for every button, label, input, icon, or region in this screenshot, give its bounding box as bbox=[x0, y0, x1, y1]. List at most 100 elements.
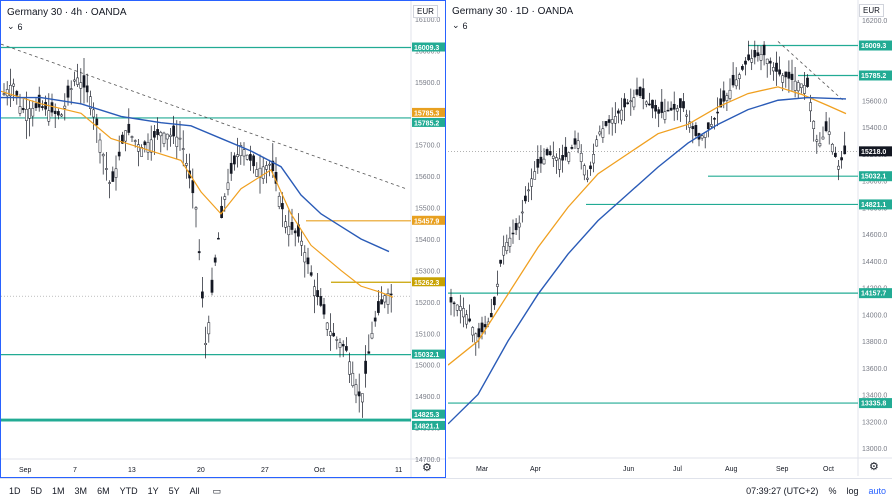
right-currency-label[interactable]: EUR bbox=[859, 4, 884, 17]
candle bbox=[679, 98, 682, 108]
candle bbox=[373, 317, 377, 322]
candle bbox=[803, 85, 806, 94]
candle bbox=[781, 75, 785, 83]
candle bbox=[545, 149, 549, 156]
candle bbox=[69, 88, 73, 90]
timeframe-6m[interactable]: 6M bbox=[97, 486, 110, 496]
candle bbox=[9, 85, 12, 97]
calendar-icon[interactable]: ▭ bbox=[212, 485, 222, 496]
candle bbox=[101, 154, 105, 157]
candle bbox=[536, 159, 540, 168]
candle bbox=[824, 121, 828, 132]
price-tick-label: 15300.0 bbox=[415, 268, 440, 275]
clock[interactable]: 07:39:27 (UTC+2) bbox=[746, 486, 819, 496]
candle bbox=[316, 290, 319, 298]
candle bbox=[474, 333, 478, 343]
timeframe-5y[interactable]: 5Y bbox=[168, 486, 180, 496]
candle bbox=[162, 132, 166, 144]
candle bbox=[34, 103, 38, 109]
candle bbox=[114, 168, 118, 178]
candle bbox=[245, 154, 249, 160]
candle bbox=[268, 163, 271, 166]
candle bbox=[89, 96, 92, 109]
timeframe-1y[interactable]: 1Y bbox=[147, 486, 159, 496]
log-toggle[interactable]: log bbox=[846, 486, 859, 496]
candle bbox=[508, 237, 512, 247]
auto-toggle[interactable]: auto bbox=[868, 486, 886, 496]
candle bbox=[239, 145, 243, 156]
candle bbox=[617, 110, 620, 114]
candle bbox=[53, 110, 57, 114]
candle bbox=[558, 158, 561, 170]
candle bbox=[471, 327, 475, 336]
candle bbox=[252, 155, 255, 167]
candle bbox=[834, 152, 837, 157]
candle bbox=[60, 114, 63, 117]
timeframe-1m[interactable]: 1M bbox=[52, 486, 65, 496]
right-chart-panel[interactable]: 16200.016000.015800.015600.015400.015200… bbox=[448, 0, 892, 478]
candle bbox=[542, 158, 546, 165]
candle bbox=[815, 139, 819, 142]
ma-blue-line bbox=[448, 96, 847, 425]
candle bbox=[300, 240, 303, 246]
candle bbox=[669, 107, 673, 111]
timeframe-all[interactable]: All bbox=[189, 486, 200, 496]
left-currency-label[interactable]: EUR bbox=[413, 5, 438, 18]
candle bbox=[691, 126, 695, 130]
candle bbox=[175, 136, 179, 147]
percent-toggle[interactable]: % bbox=[828, 486, 837, 496]
candle bbox=[258, 167, 262, 178]
price-tick-label: 15900.0 bbox=[415, 80, 440, 87]
timeframe-1d[interactable]: 1D bbox=[9, 486, 21, 496]
price-tick-label: 14900.0 bbox=[415, 394, 440, 401]
candle bbox=[520, 211, 524, 214]
candle bbox=[734, 79, 738, 87]
timeframe-3m[interactable]: 3M bbox=[74, 486, 88, 496]
candle bbox=[462, 308, 465, 318]
candle bbox=[57, 111, 60, 116]
candle bbox=[793, 80, 797, 91]
timeframe-ytd[interactable]: YTD bbox=[119, 486, 138, 496]
price-label-box bbox=[412, 117, 445, 127]
candle bbox=[255, 169, 259, 177]
candle bbox=[489, 313, 493, 318]
gear-icon[interactable]: ⚙ bbox=[422, 462, 432, 474]
left-chart-panel[interactable]: 16100.016000.015900.015800.015700.015600… bbox=[0, 0, 446, 478]
candle bbox=[762, 44, 766, 56]
price-tick-label: 13000.0 bbox=[862, 446, 887, 453]
candle bbox=[741, 66, 744, 70]
candle bbox=[682, 101, 685, 109]
candle bbox=[530, 178, 533, 187]
candle bbox=[37, 94, 41, 108]
price-label-box bbox=[859, 288, 892, 299]
timeframe-5d[interactable]: 5D bbox=[30, 486, 43, 496]
candle bbox=[592, 154, 595, 164]
left-chart-canvas[interactable]: 16100.016000.015900.015800.015700.015600… bbox=[1, 1, 445, 477]
time-tick-label: 7 bbox=[73, 467, 77, 474]
candle bbox=[654, 105, 657, 112]
time-tick-label: Oct bbox=[823, 466, 834, 473]
candle bbox=[731, 74, 735, 86]
candle bbox=[458, 306, 462, 311]
price-tick-label: 13600.0 bbox=[862, 366, 887, 373]
candle bbox=[73, 79, 76, 82]
candle bbox=[303, 252, 307, 263]
right-chart-canvas[interactable]: 16200.016000.015800.015600.015400.015200… bbox=[448, 0, 892, 476]
candle bbox=[517, 222, 521, 228]
candle bbox=[223, 196, 227, 200]
price-tick-label: 15000.0 bbox=[415, 363, 440, 370]
right-indicators-toggle[interactable]: ⌄ 6 bbox=[452, 20, 468, 31]
price-label-text: 15457.9 bbox=[414, 218, 439, 225]
candle bbox=[181, 148, 185, 150]
candle bbox=[137, 144, 140, 152]
price-tick-label: 15100.0 bbox=[415, 331, 440, 338]
candle bbox=[722, 90, 726, 102]
candle bbox=[319, 296, 323, 306]
candle bbox=[635, 89, 639, 95]
gear-icon[interactable]: ⚙ bbox=[869, 461, 879, 473]
candle bbox=[271, 160, 275, 171]
candle bbox=[477, 328, 481, 338]
candle bbox=[377, 301, 380, 313]
left-indicators-toggle[interactable]: ⌄ 6 bbox=[7, 21, 23, 32]
candle bbox=[787, 71, 791, 79]
